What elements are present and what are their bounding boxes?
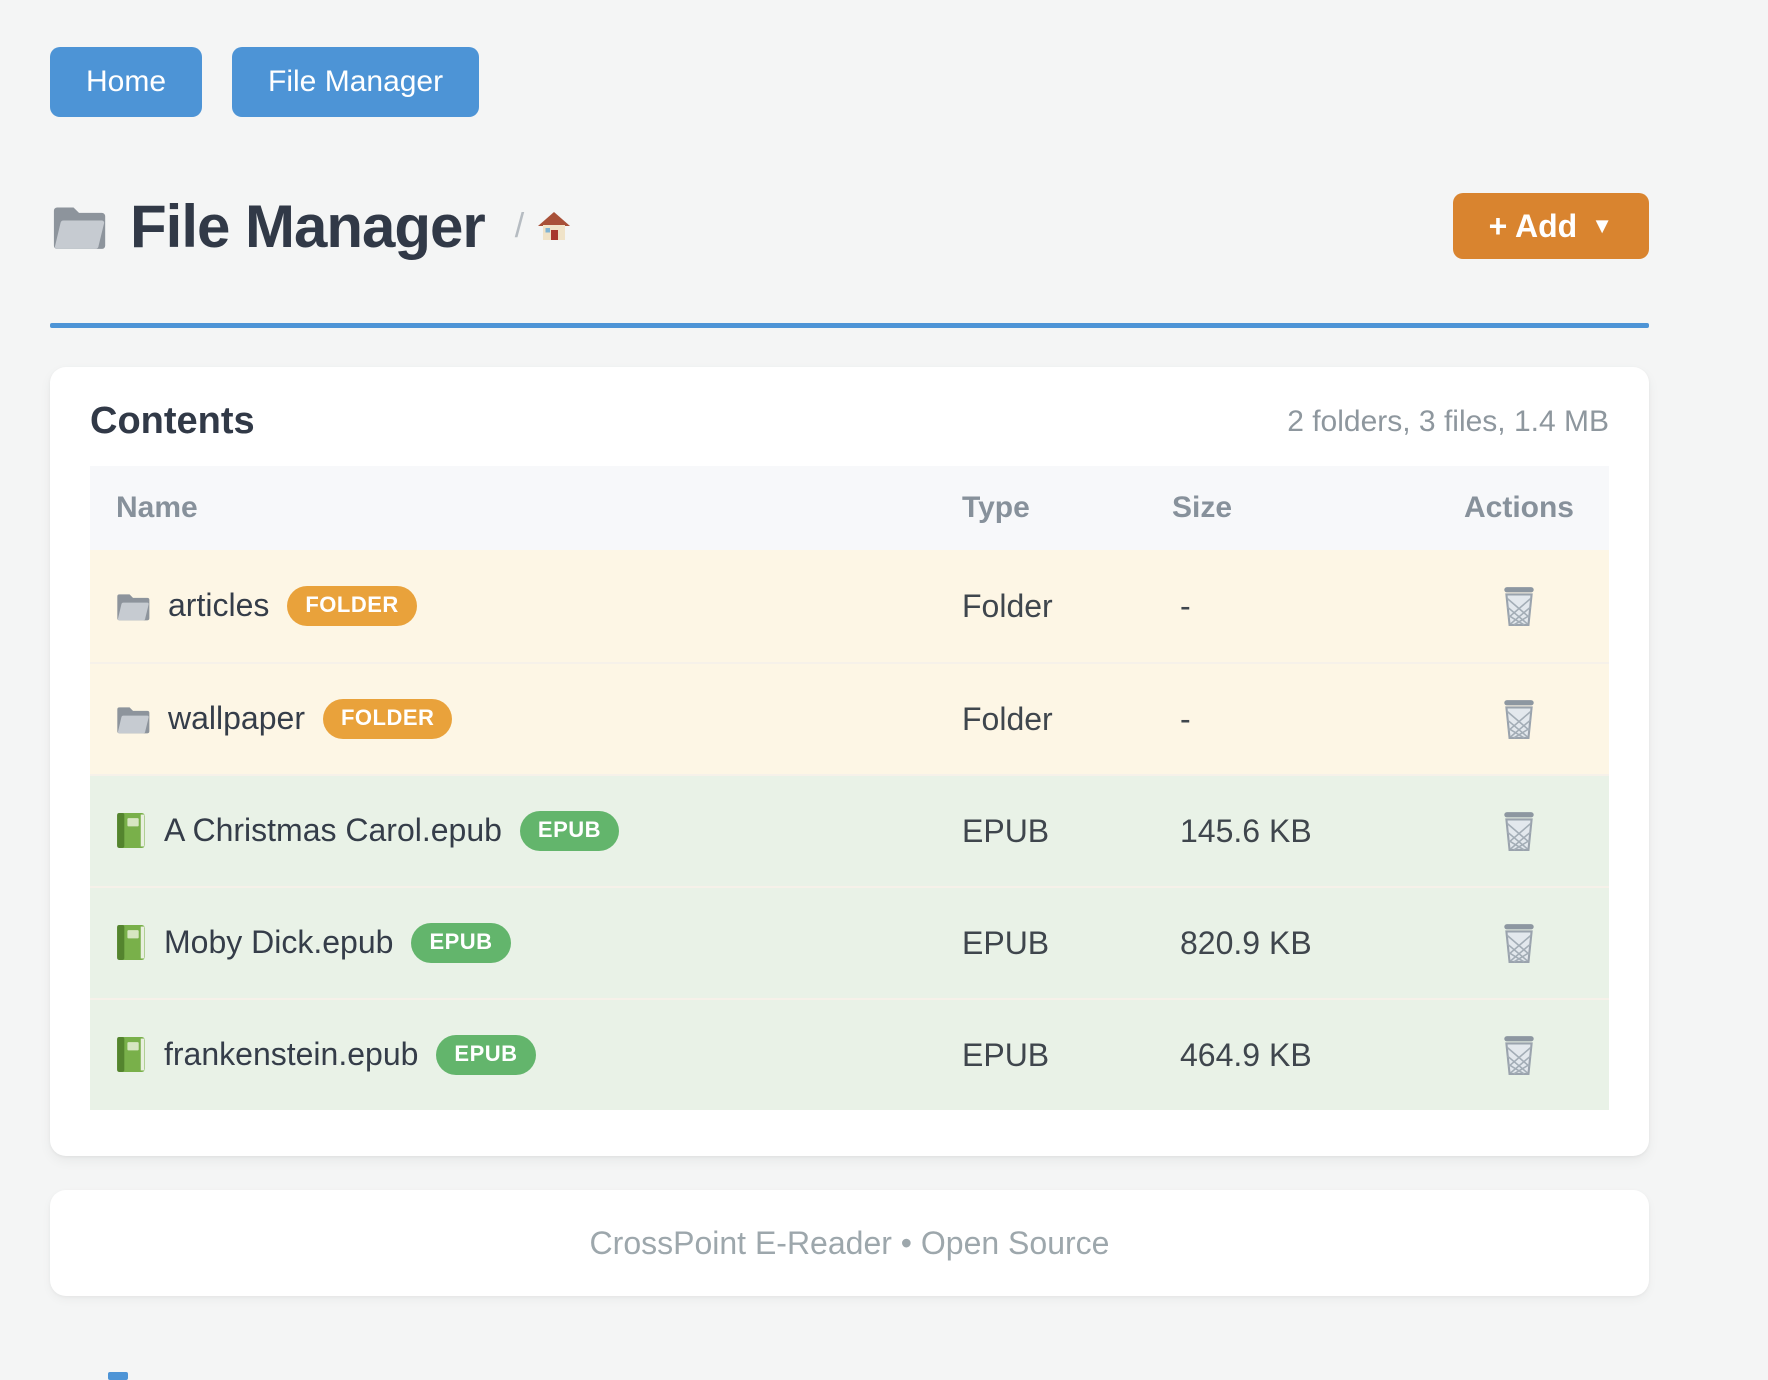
actions-cell bbox=[1429, 1034, 1609, 1076]
home-icon[interactable] bbox=[538, 211, 571, 241]
folder-icon bbox=[116, 704, 150, 734]
contents-heading: Contents bbox=[90, 400, 255, 442]
epub-badge: EPUB bbox=[411, 923, 511, 963]
epub-badge: EPUB bbox=[519, 811, 620, 851]
column-header-type: Type bbox=[962, 491, 1030, 524]
file-name[interactable]: articles bbox=[168, 587, 270, 624]
table-row: wallpaper FOLDER Folder - bbox=[90, 662, 1609, 774]
folder-badge: FOLDER bbox=[287, 586, 417, 626]
folder-badge: FOLDER bbox=[322, 699, 453, 739]
footer-text: CrossPoint E-Reader • Open Source bbox=[589, 1224, 1110, 1261]
table-row: articles FOLDER Folder - bbox=[90, 550, 1609, 662]
file-manager-button[interactable]: File Manager bbox=[232, 47, 480, 117]
delete-button[interactable] bbox=[1501, 922, 1537, 964]
card-header: Contents 2 folders, 3 files, 1.4 MB bbox=[90, 400, 1609, 443]
name-cell: A Christmas Carol.epub EPUB bbox=[90, 811, 962, 851]
table-row: Moby Dick.epub EPUB EPUB 820.9 KB bbox=[90, 886, 1609, 998]
file-name[interactable]: Moby Dick.epub bbox=[164, 924, 394, 961]
caret-down-icon: ▼ bbox=[1591, 213, 1613, 238]
delete-button[interactable] bbox=[1501, 585, 1537, 627]
folder-icon bbox=[116, 591, 150, 621]
file-name[interactable]: frankenstein.epub bbox=[164, 1036, 419, 1073]
file-name[interactable]: wallpaper bbox=[168, 700, 305, 737]
book-icon bbox=[116, 924, 146, 961]
contents-summary: 2 folders, 3 files, 1.4 MB bbox=[1287, 404, 1609, 438]
actions-cell bbox=[1429, 698, 1609, 740]
header-divider bbox=[50, 323, 1649, 328]
book-icon bbox=[116, 812, 146, 849]
page: Home File Manager File Manager / + Add ▼… bbox=[50, 0, 1649, 1296]
page-header: File Manager / + Add ▼ bbox=[50, 181, 1649, 271]
delete-button[interactable] bbox=[1501, 1034, 1537, 1076]
footer: CrossPoint E-Reader • Open Source bbox=[50, 1190, 1649, 1296]
breadcrumb-separator: / bbox=[514, 206, 525, 245]
column-header-actions: Actions bbox=[1463, 491, 1574, 524]
name-cell: wallpaper FOLDER bbox=[90, 699, 962, 739]
name-cell: articles FOLDER bbox=[90, 586, 962, 626]
type-cell: Folder bbox=[962, 587, 1053, 624]
type-cell: EPUB bbox=[962, 924, 1050, 961]
add-button[interactable]: + Add ▼ bbox=[1452, 193, 1649, 259]
page-title: File Manager bbox=[130, 192, 486, 260]
size-cell: - bbox=[1180, 700, 1191, 737]
actions-cell bbox=[1429, 810, 1609, 852]
size-cell: 145.6 KB bbox=[1180, 812, 1312, 849]
type-cell: EPUB bbox=[962, 1036, 1050, 1073]
column-header-size: Size bbox=[1172, 491, 1233, 524]
add-button-label: + Add bbox=[1488, 207, 1578, 244]
column-header-name: Name bbox=[116, 491, 198, 524]
name-cell: Moby Dick.epub EPUB bbox=[90, 923, 962, 963]
file-table: Name Type Size Actions articles FOLDER F… bbox=[90, 466, 1609, 1110]
top-nav: Home File Manager bbox=[50, 0, 1649, 117]
file-name[interactable]: A Christmas Carol.epub bbox=[164, 812, 502, 849]
delete-button[interactable] bbox=[1501, 698, 1537, 740]
actions-cell bbox=[1429, 585, 1609, 627]
title-group: File Manager / bbox=[50, 192, 571, 261]
size-cell: 464.9 KB bbox=[1180, 1036, 1312, 1073]
size-cell: - bbox=[1180, 587, 1191, 624]
type-cell: EPUB bbox=[962, 812, 1050, 849]
epub-badge: EPUB bbox=[436, 1035, 536, 1075]
contents-card: Contents 2 folders, 3 files, 1.4 MB Name… bbox=[50, 367, 1649, 1156]
table-header-row: Name Type Size Actions bbox=[90, 466, 1609, 550]
size-cell: 820.9 KB bbox=[1180, 924, 1312, 961]
name-cell: frankenstein.epub EPUB bbox=[90, 1035, 962, 1075]
table-row: A Christmas Carol.epub EPUB EPUB 145.6 K… bbox=[90, 774, 1609, 886]
home-button[interactable]: Home bbox=[50, 47, 203, 117]
viewport-cutoff-element bbox=[108, 1372, 128, 1380]
actions-cell bbox=[1429, 922, 1609, 964]
delete-button[interactable] bbox=[1501, 810, 1537, 852]
table-row: frankenstein.epub EPUB EPUB 464.9 KB bbox=[90, 998, 1609, 1110]
book-icon bbox=[116, 1036, 146, 1073]
type-cell: Folder bbox=[962, 700, 1053, 737]
folder-icon bbox=[50, 202, 108, 250]
